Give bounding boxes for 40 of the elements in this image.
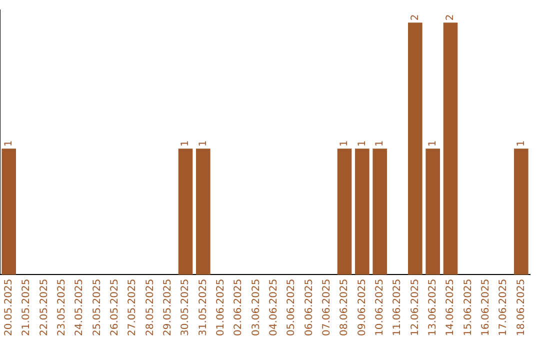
data-label: 1	[198, 140, 209, 147]
data-label: 1	[356, 140, 368, 147]
x-tick-label: 20.05.2025	[3, 278, 14, 336]
x-tick-label: 22.05.2025	[38, 278, 50, 336]
x-tick-label: 29.05.2025	[162, 278, 174, 336]
data-label: 1	[374, 140, 386, 147]
x-tick-label: 11.06.2025	[392, 278, 404, 336]
x-tick-label: 13.06.2025	[427, 278, 438, 336]
x-tick-label: 07.06.2025	[321, 278, 332, 336]
data-label: 1	[180, 140, 192, 147]
data-label: 2	[445, 14, 456, 21]
x-tick-label: 27.05.2025	[127, 278, 138, 336]
x-tick-label: 06.06.2025	[304, 278, 315, 336]
x-tick-label: 12.06.2025	[410, 278, 421, 336]
x-tick-label: 01.06.2025	[215, 278, 226, 336]
x-tick-label: 05.06.2025	[286, 278, 298, 336]
x-tick-label: 30.05.2025	[180, 278, 192, 336]
data-label: 1	[516, 140, 527, 147]
x-tick-label: 25.05.2025	[92, 278, 103, 336]
x-tick-label: 14.06.2025	[445, 278, 456, 336]
data-label: 2	[410, 14, 421, 21]
x-tick-label: 28.05.2025	[144, 278, 156, 336]
x-tick-label: 08.06.2025	[339, 278, 350, 336]
data-label: 1	[3, 140, 14, 147]
x-tick-label: 18.06.2025	[516, 278, 527, 336]
x-tick-label: 21.05.2025	[21, 278, 32, 336]
x-tick-label: 09.06.2025	[356, 278, 368, 336]
data-label: 1	[339, 140, 350, 147]
x-tick-label: 23.05.2025	[56, 278, 68, 336]
data-label: 1	[427, 140, 438, 147]
x-tick-label: 02.06.2025	[233, 278, 244, 336]
x-tick-label: 31.05.2025	[198, 278, 209, 336]
x-tick-label: 17.06.2025	[498, 278, 510, 336]
x-tick-label: 26.05.2025	[109, 278, 120, 336]
x-tick-label: 04.06.2025	[268, 278, 280, 336]
x-tick-label: 10.06.2025	[374, 278, 386, 336]
x-tick-label: 03.06.2025	[250, 278, 262, 336]
x-tick-label: 24.05.2025	[74, 278, 86, 336]
x-tick-label: 16.06.2025	[480, 278, 492, 336]
x-tick-label: 15.06.2025	[462, 278, 474, 336]
